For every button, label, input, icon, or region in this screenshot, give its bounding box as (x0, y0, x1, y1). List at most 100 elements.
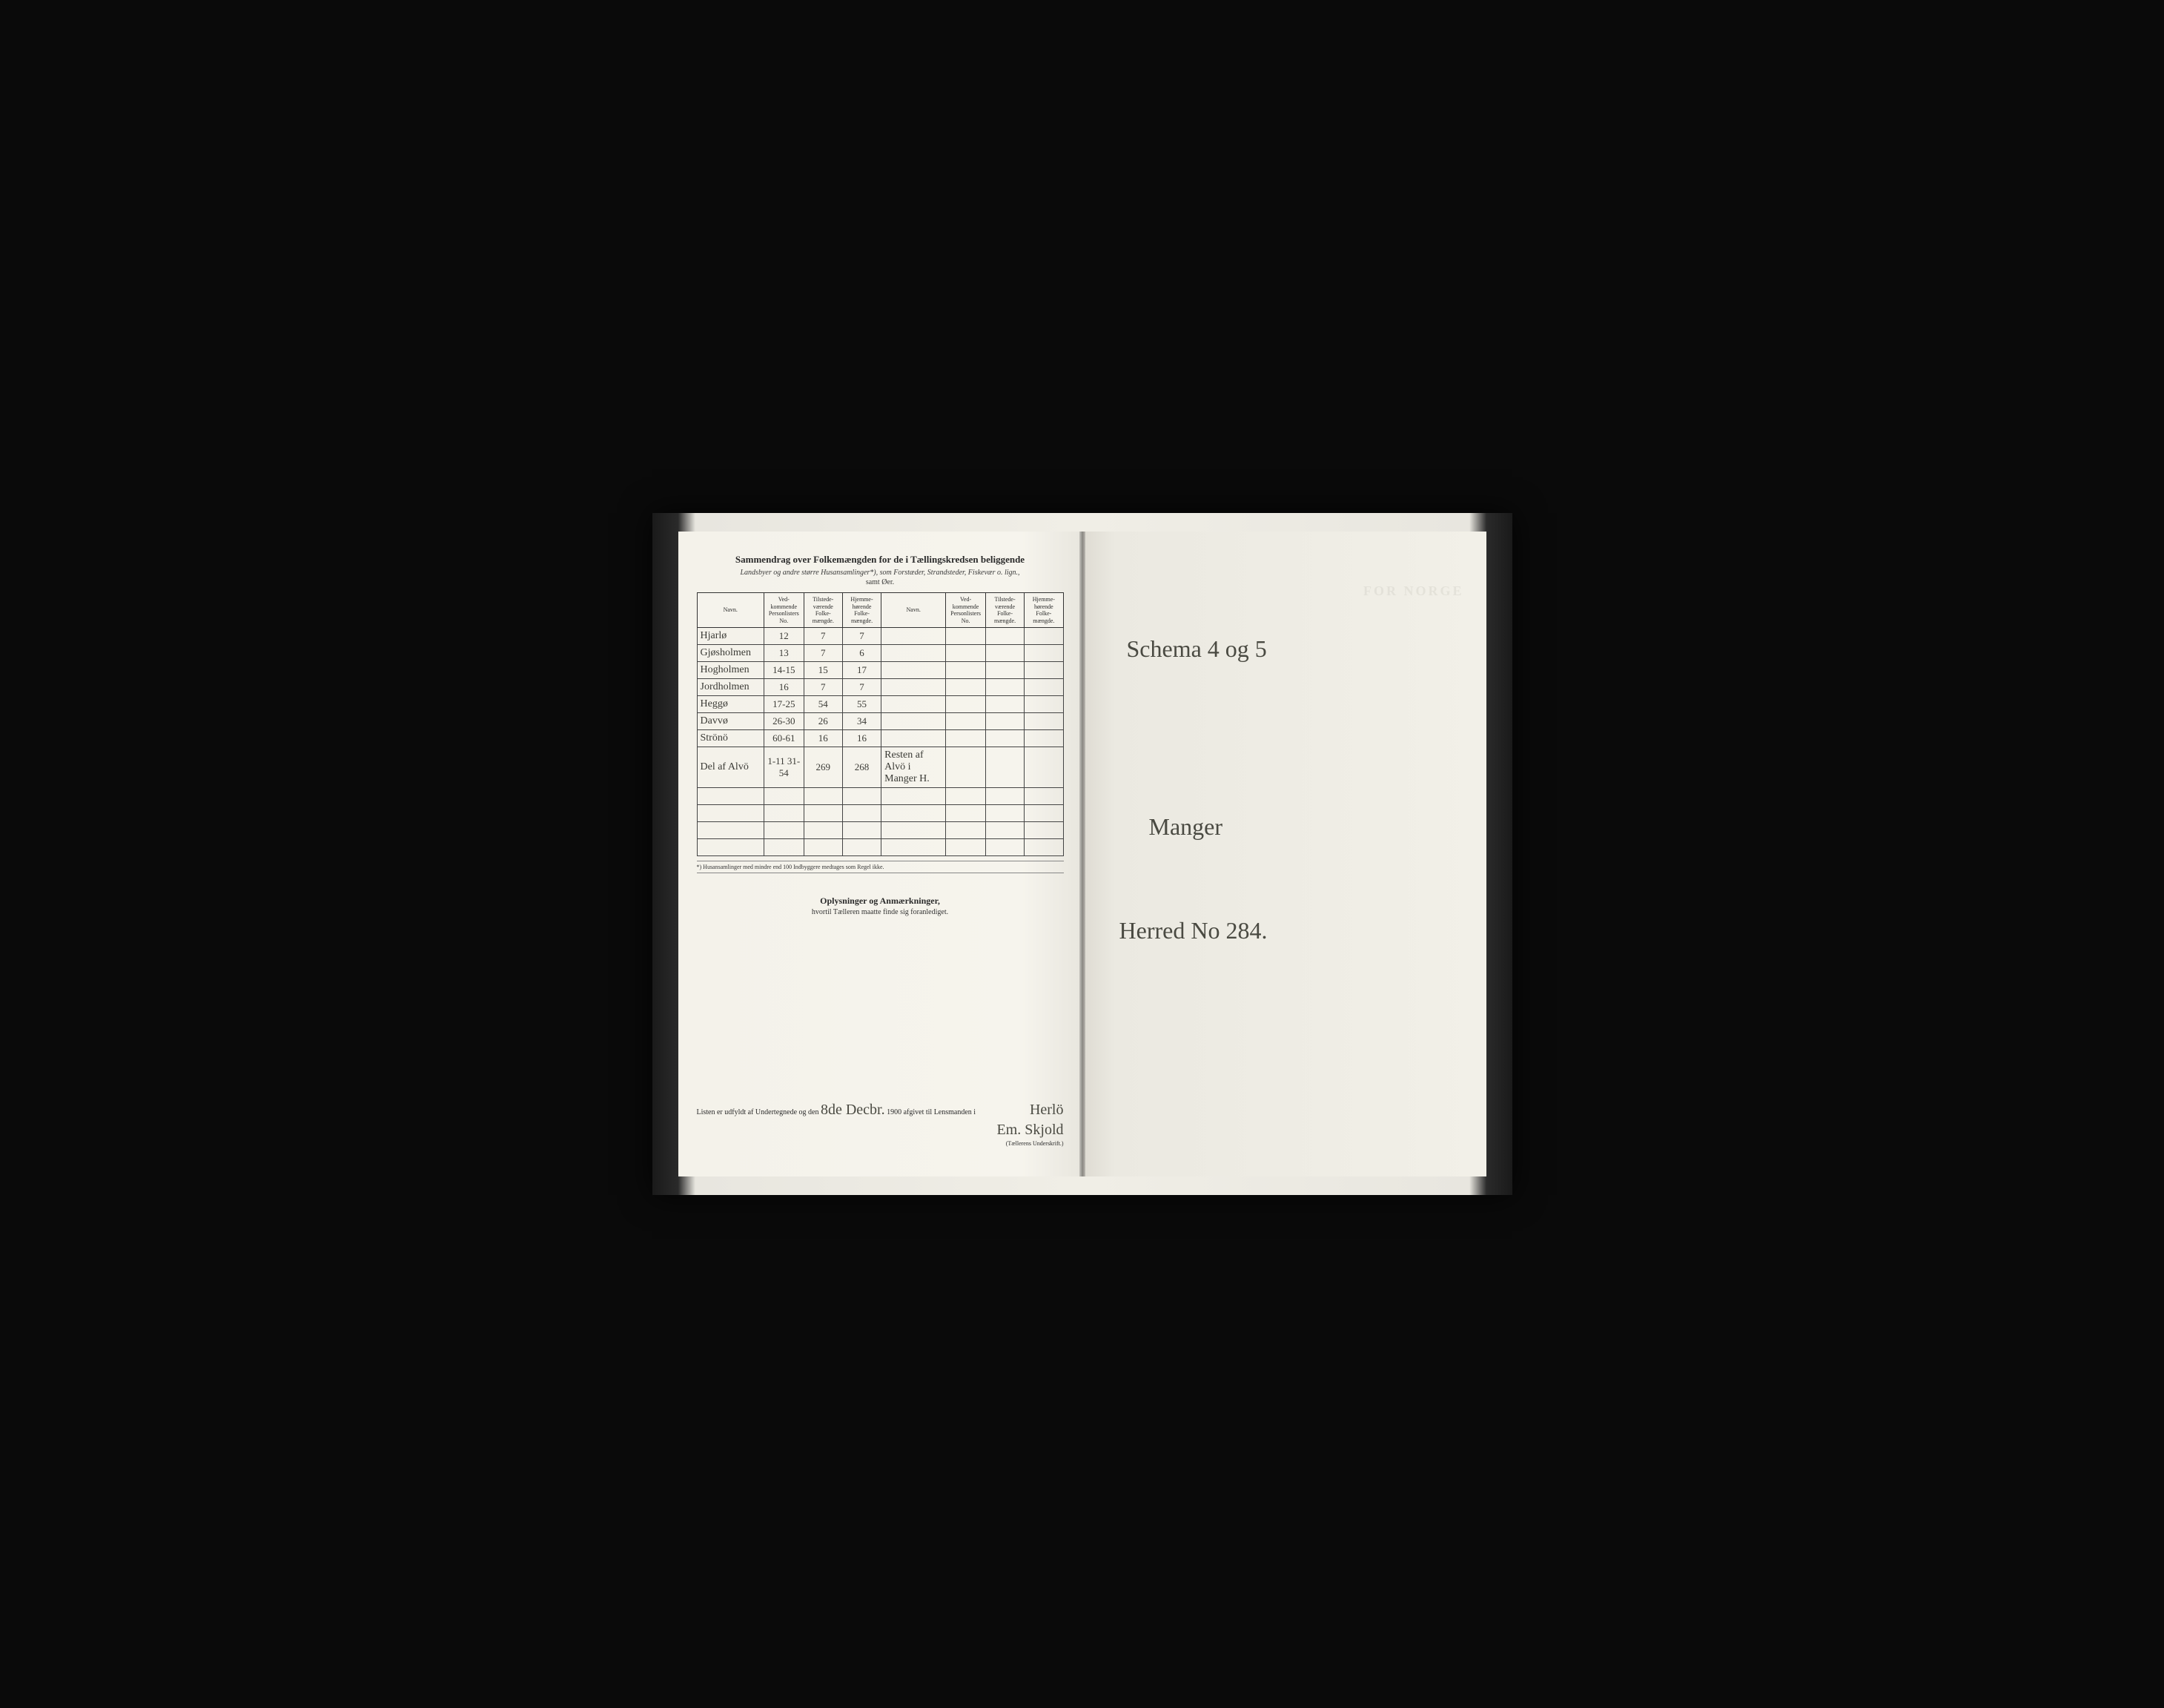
table-cell: 14-15 (764, 662, 804, 679)
subtitle-line2: samt Øer. (697, 578, 1064, 586)
table-cell (985, 730, 1024, 747)
table-cell (1025, 679, 1063, 696)
table-cell: Hogholmen (697, 662, 764, 679)
table-cell-empty (881, 805, 946, 822)
table-cell-empty (946, 788, 986, 805)
table-cell (985, 747, 1024, 788)
table-cell: 15 (804, 662, 842, 679)
table-row: Jordholmen1677 (697, 679, 1063, 696)
table-cell-empty (946, 822, 986, 839)
table-row-empty (697, 822, 1063, 839)
table-cell-empty (804, 822, 842, 839)
table-cell: 7 (804, 628, 842, 645)
census-table: Navn. Ved- kommende Personlisters No. Ti… (697, 592, 1064, 856)
table-cell-empty (764, 788, 804, 805)
header-hjemme2: Hjemme- hørende Folke- mængde. (1025, 593, 1063, 628)
header-tilstede2: Tilstede- værende Folke- mængde. (985, 593, 1024, 628)
signature-label: (Tællerens Underskrift.) (697, 1140, 1064, 1147)
handwriting-schema: Schema 4 og 5 (1127, 635, 1267, 663)
table-cell-empty (881, 788, 946, 805)
table-cell: Davvø (697, 713, 764, 730)
table-cell-empty (1025, 839, 1063, 856)
table-cell-empty (842, 788, 881, 805)
faded-background-text: FOR NORGE (1363, 583, 1464, 599)
table-cell: 34 (842, 713, 881, 730)
remarks-title: Oplysninger og Anmærkninger, (697, 896, 1064, 907)
table-cell (946, 628, 986, 645)
table-cell-empty (697, 788, 764, 805)
table-cell (1025, 645, 1063, 662)
table-cell-empty (985, 805, 1024, 822)
table-cell: 16 (804, 730, 842, 747)
table-row: Davvø26-302634 (697, 713, 1063, 730)
table-cell: 17-25 (764, 696, 804, 713)
footnote: *) Husansamlinger med mindre end 100 Ind… (697, 861, 1064, 873)
handwriting-herred-no: Herred No 284. (1119, 917, 1268, 944)
table-cell: 7 (842, 679, 881, 696)
table-cell (881, 713, 946, 730)
table-row-empty (697, 805, 1063, 822)
signature-block: Listen er udfyldt af Undertegnede og den… (697, 1102, 1064, 1147)
table-cell (881, 696, 946, 713)
table-cell (881, 662, 946, 679)
table-cell: 17 (842, 662, 881, 679)
table-cell: 26 (804, 713, 842, 730)
table-cell (946, 696, 986, 713)
bottom-text-2: afgivet til Lensmanden i (904, 1108, 976, 1116)
header-navn2: Navn. (881, 593, 946, 628)
signature-handwritten: Em. Skjold (996, 1122, 1063, 1139)
remarks-subtitle: hvortil Tælleren maatte finde sig foranl… (697, 908, 1064, 916)
table-cell (946, 747, 986, 788)
place-handwritten: Herlö (1030, 1102, 1064, 1119)
table-cell (985, 628, 1024, 645)
table-cell (881, 730, 946, 747)
table-cell-empty (764, 822, 804, 839)
right-page: FOR NORGE Schema 4 og 5 Manger Herred No… (1082, 532, 1486, 1176)
table-cell-empty (697, 805, 764, 822)
table-row: Strönö60-611616 (697, 730, 1063, 747)
table-cell: 1-11 31-54 (764, 747, 804, 788)
table-cell: 12 (764, 628, 804, 645)
table-cell (1025, 713, 1063, 730)
table-cell: Del af Alvö (697, 747, 764, 788)
table-cell-empty (842, 805, 881, 822)
table-header: Navn. Ved- kommende Personlisters No. Ti… (697, 593, 1063, 628)
table-cell: Gjøsholmen (697, 645, 764, 662)
table-cell (1025, 662, 1063, 679)
table-row: Heggø17-255455 (697, 696, 1063, 713)
table-cell-empty (985, 788, 1024, 805)
handwriting-place: Manger (1149, 813, 1223, 841)
table-row: Hogholmen14-151517 (697, 662, 1063, 679)
table-cell-empty (804, 788, 842, 805)
header-navn: Navn. (697, 593, 764, 628)
table-cell: 7 (842, 628, 881, 645)
table-cell: Hjarlø (697, 628, 764, 645)
table-cell-empty (1025, 822, 1063, 839)
table-cell (1025, 696, 1063, 713)
table-cell (946, 713, 986, 730)
table-cell-empty (697, 822, 764, 839)
table-cell (946, 662, 986, 679)
table-cell (946, 645, 986, 662)
table-cell: 13 (764, 645, 804, 662)
table-cell: 7 (804, 645, 842, 662)
date-handwritten: 8de Decbr. (821, 1102, 885, 1119)
table-cell: 26-30 (764, 713, 804, 730)
table-cell (1025, 730, 1063, 747)
table-cell (985, 662, 1024, 679)
table-cell (985, 645, 1024, 662)
table-cell (881, 679, 946, 696)
table-cell (985, 696, 1024, 713)
table-cell: 269 (804, 747, 842, 788)
table-cell: 7 (804, 679, 842, 696)
table-cell (881, 628, 946, 645)
header-vedkommende: Ved- kommende Personlisters No. (764, 593, 804, 628)
table-cell-empty (804, 805, 842, 822)
page-title: Sammendrag over Folkemængden for de i Tæ… (697, 554, 1064, 566)
table-cell: Strönö (697, 730, 764, 747)
header-hjemme: Hjemme- hørende Folke- mængde. (842, 593, 881, 628)
table-cell-empty (842, 839, 881, 856)
table-cell-empty (764, 805, 804, 822)
book-spine (1079, 532, 1085, 1176)
photo-frame: Sammendrag over Folkemængden for de i Tæ… (652, 513, 1512, 1195)
